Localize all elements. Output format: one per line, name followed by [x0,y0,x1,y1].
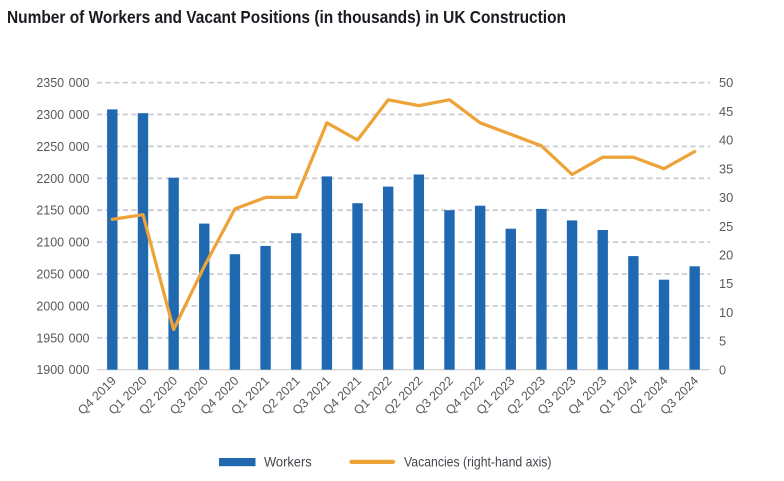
svg-text:1900 000: 1900 000 [36,363,89,377]
svg-text:2250 000: 2250 000 [36,140,89,154]
svg-text:2350 000: 2350 000 [36,76,89,90]
svg-text:2000 000: 2000 000 [36,299,89,313]
svg-text:10: 10 [719,305,733,320]
svg-text:0: 0 [719,362,726,377]
svg-text:1950 000: 1950 000 [36,331,89,345]
svg-text:2050 000: 2050 000 [36,268,89,282]
svg-text:Vacancies (right-hand axis): Vacancies (right-hand axis) [404,454,552,470]
svg-text:40: 40 [719,133,733,148]
svg-text:35: 35 [719,161,733,176]
svg-text:2200 000: 2200 000 [36,172,89,186]
svg-text:25: 25 [719,219,733,234]
svg-text:15: 15 [719,276,733,291]
svg-text:45: 45 [719,104,733,119]
svg-text:2300 000: 2300 000 [36,108,89,122]
svg-text:20: 20 [719,248,733,263]
svg-text:50: 50 [719,75,733,90]
svg-text:Number of Workers and Vacant P: Number of Workers and Vacant Positions (… [7,7,566,27]
svg-text:Workers: Workers [264,454,312,470]
svg-text:2150 000: 2150 000 [36,204,89,218]
svg-text:2100 000: 2100 000 [36,236,89,250]
svg-text:5: 5 [719,334,726,349]
svg-text:30: 30 [719,190,733,205]
